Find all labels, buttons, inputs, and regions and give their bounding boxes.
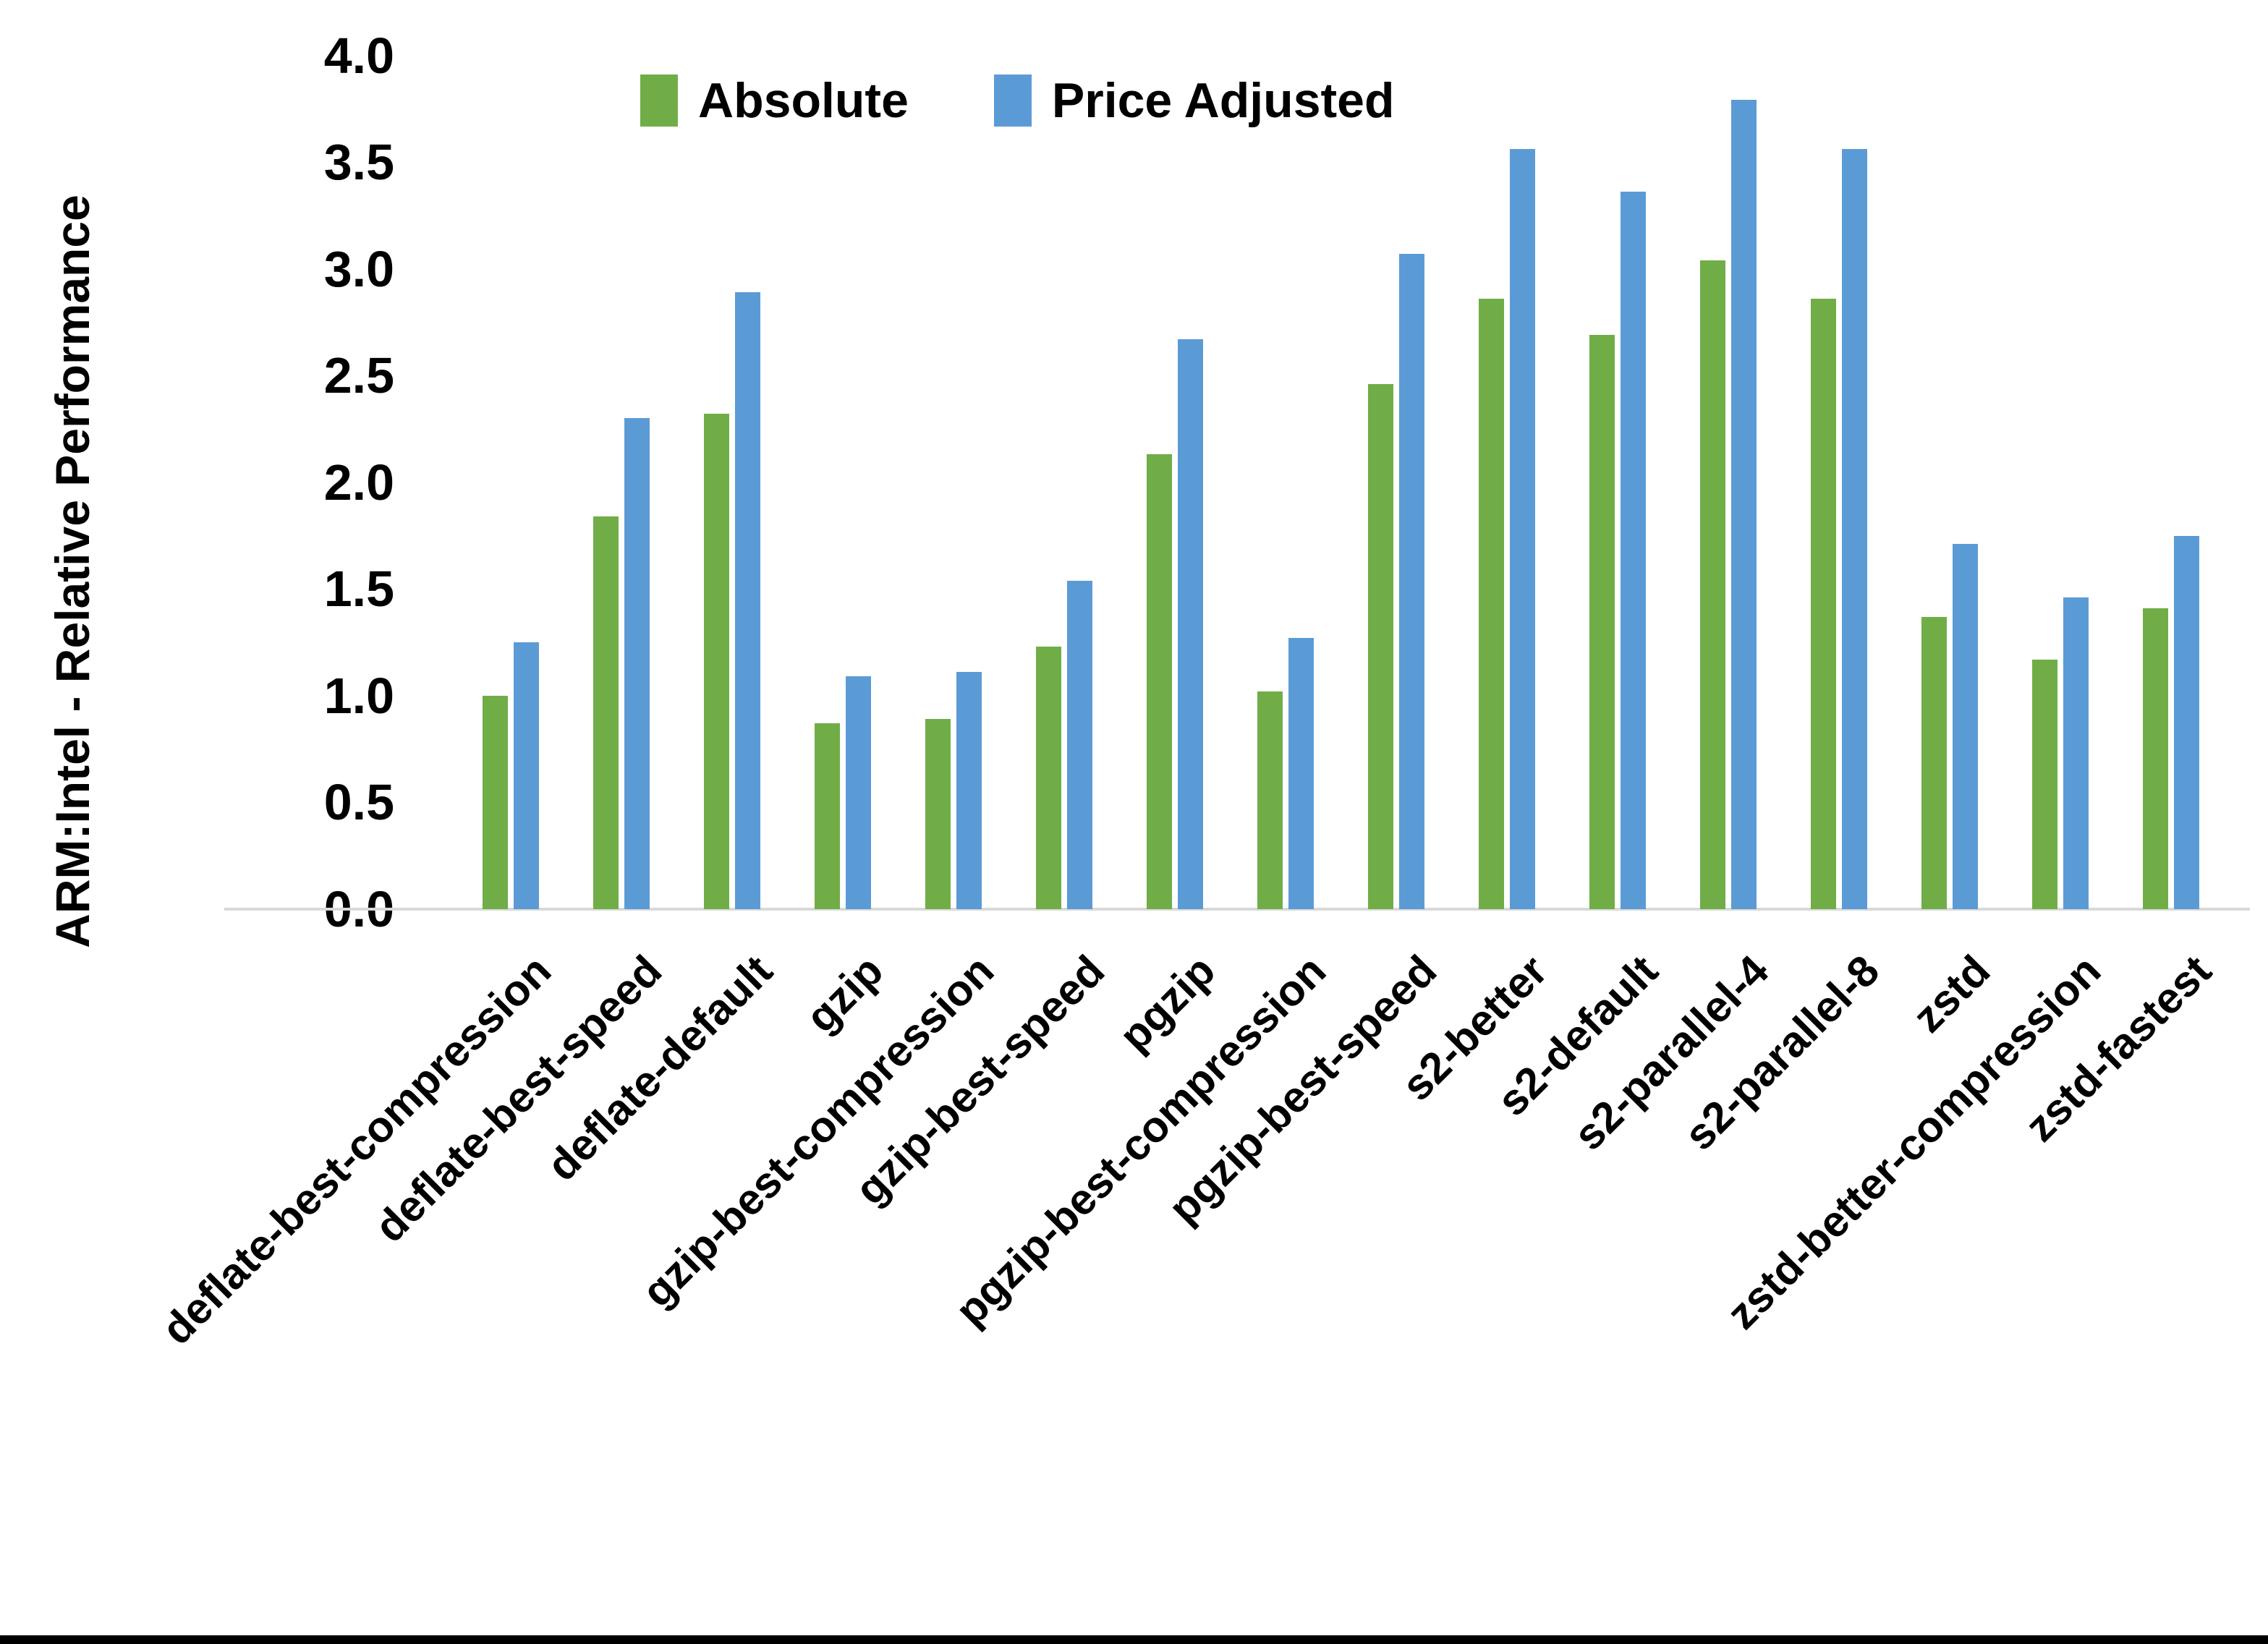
y-tick-label-0.5: 0.5 [323, 774, 394, 831]
bar-absolute-zstd-better-compression [2032, 660, 2057, 909]
bar-absolute-s2-better [1479, 299, 1504, 909]
bar-price-adjusted-s2-better [1510, 149, 1535, 909]
bar-price-adjusted-deflate-best-compression [514, 642, 539, 909]
y-tick-label-3.0: 3.0 [323, 240, 394, 297]
bar-price-adjusted-s2-default [1621, 192, 1646, 909]
bar-price-adjusted-zstd [1953, 544, 1978, 909]
bar-price-adjusted-pgzip [1178, 339, 1203, 909]
y-tick-label-1.0: 1.0 [323, 667, 394, 724]
legend-swatch-price-adjusted [993, 74, 1032, 127]
y-tick-label-4.0: 4.0 [323, 27, 394, 84]
bar-price-adjusted-gzip-best-compression [956, 672, 982, 909]
y-tick-label-3.5: 3.5 [323, 134, 394, 191]
bar-price-adjusted-s2-parallel-8 [1842, 149, 1867, 909]
bar-price-adjusted-pgzip-best-compression [1288, 638, 1314, 909]
bar-price-adjusted-deflate-default [735, 292, 760, 909]
bar-absolute-deflate-default [704, 414, 729, 909]
bar-price-adjusted-pgzip-best-speed [1399, 254, 1424, 909]
bar-absolute-s2-default [1589, 335, 1615, 909]
legend-swatch-absolute [640, 74, 678, 127]
bar-absolute-zstd [1921, 617, 1947, 909]
bar-price-adjusted-deflate-best-speed [624, 418, 650, 909]
legend-label-absolute: Absolute [698, 73, 909, 128]
bar-absolute-deflate-best-speed [593, 516, 619, 909]
bar-absolute-pgzip-best-speed [1368, 384, 1393, 909]
bar-absolute-pgzip-best-compression [1257, 691, 1283, 909]
bar-absolute-zstd-fastest [2143, 608, 2168, 909]
y-tick-label-2.0: 2.0 [323, 453, 394, 511]
bar-absolute-pgzip [1147, 454, 1172, 909]
legend-label-price-adjusted: Price Adjusted [1051, 73, 1395, 128]
bar-absolute-gzip-best-speed [1036, 647, 1061, 909]
bar-absolute-gzip [815, 723, 840, 909]
legend: Absolute Price Adjusted [640, 72, 1395, 129]
bar-price-adjusted-zstd-better-compression [2063, 597, 2089, 909]
y-tick-label-1.5: 1.5 [323, 561, 394, 618]
bar-absolute-gzip-best-compression [925, 719, 951, 909]
bar-absolute-s2-parallel-4 [1700, 260, 1725, 909]
bar-absolute-deflate-best-compression [483, 696, 508, 909]
bar-price-adjusted-s2-parallel-4 [1731, 100, 1757, 909]
x-axis-line [224, 908, 2250, 911]
bottom-border-bar [0, 1635, 2268, 1644]
bar-price-adjusted-zstd-fastest [2174, 536, 2199, 909]
bar-price-adjusted-gzip [846, 676, 871, 909]
bar-absolute-s2-parallel-8 [1811, 299, 1836, 909]
y-tick-label-2.5: 2.5 [323, 347, 394, 404]
bar-price-adjusted-gzip-best-speed [1067, 581, 1092, 909]
